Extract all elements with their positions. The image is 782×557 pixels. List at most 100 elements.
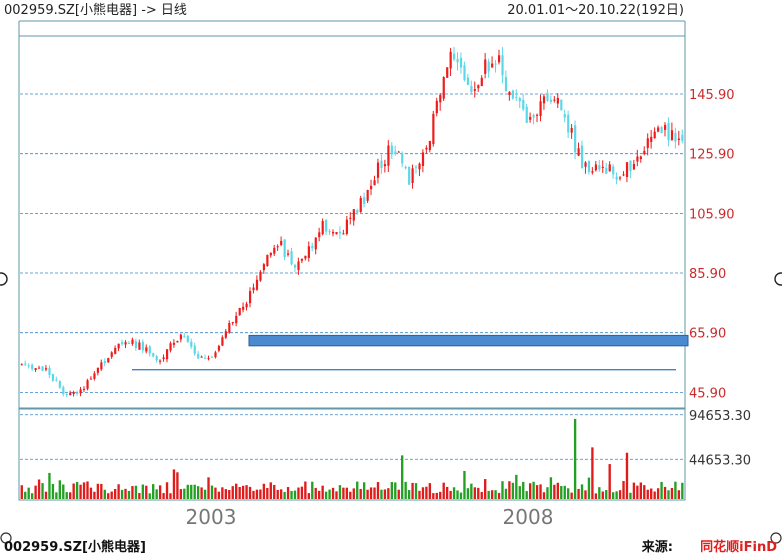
candle-body [231,322,234,324]
candle-body [159,360,162,362]
volume-bar [138,493,141,499]
candle-body [643,150,646,155]
candle-body [235,315,238,324]
volume-bar [352,488,355,499]
volume-bar [376,482,380,499]
volume-bar [532,481,535,499]
volume-bar [221,487,224,499]
volume-bar [356,481,359,499]
candle-body [570,128,573,133]
volume-bar [362,482,366,499]
candle-body [480,77,483,87]
volume-tick-label: 94653.30 [689,409,751,424]
candle-body [145,347,148,352]
volume-bar [127,490,131,499]
volume-bar [601,491,604,499]
bottom-right-handle[interactable] [770,532,782,544]
candle-body [376,162,380,178]
volume-bar [584,490,587,499]
candle-body [293,264,297,268]
candle-body [190,341,193,347]
candle-body [463,65,466,80]
volume-bar [245,485,248,499]
volume-bar [37,479,41,499]
price-tick-label: 85.90 [689,267,726,282]
volume-bar [286,487,290,499]
candle-body [470,85,473,92]
volume-bar [48,472,51,499]
volume-bar [238,487,241,499]
candle-body [639,156,642,160]
volume-bar [27,487,30,499]
candle-body [553,99,556,101]
candle-body [110,352,113,357]
volume-bar [328,489,331,499]
candle-body [318,232,321,238]
candle-body [121,342,124,345]
candle-body [601,166,604,168]
candle-body [432,113,435,145]
volume-bar [577,488,580,499]
volume-bar [445,486,449,499]
x-tick-label: 2003 [186,505,237,529]
candle-body [484,59,487,74]
candle-body [328,231,331,233]
price-tick-label: 45.90 [689,386,726,401]
candle-body [41,366,44,371]
candle-body [660,127,663,134]
candle-body [487,61,490,72]
volume-bar [349,491,352,499]
volume-bar [89,487,93,499]
candle-body [76,392,79,394]
left-scroll-handle[interactable] [0,272,8,286]
right-scroll-handle[interactable] [774,272,782,286]
candle-body [38,367,41,369]
volume-bar [300,486,304,499]
volume-bar [359,488,362,499]
volume-bar [342,487,345,499]
volume-bar [615,491,618,499]
candle-body [252,287,255,291]
volume-bar [207,477,210,499]
price-tick-label: 125.90 [689,148,735,163]
volume-bar [528,483,532,499]
candle-body [563,114,566,118]
candle-body [370,185,373,190]
candle-body [269,252,272,256]
candle-body [511,90,515,99]
candle-body [228,323,231,333]
volume-bar [480,491,483,499]
candle-body [608,164,611,172]
candle-body [55,379,58,381]
volume-bar [518,486,521,499]
candle-body [200,356,203,358]
bottom-left-handle[interactable] [0,532,12,544]
candle-body [114,347,117,354]
volume-bar [318,490,321,499]
volume-bar [660,481,663,499]
volume-bar [608,464,611,499]
candle-body [542,96,546,104]
candle-body [636,156,639,162]
volume-bar [477,487,480,499]
candle-body [72,392,75,395]
candle-body [387,145,390,166]
candle-body [152,353,155,357]
volume-bar [674,481,677,499]
candle-body [335,232,338,235]
volume-bar [172,469,176,499]
volume-bar [369,487,373,499]
volume-bar [93,491,96,499]
candle-body [321,221,324,235]
candle-body [657,127,660,132]
volume-bar [490,490,494,499]
candle-body [86,380,89,389]
candle-body [221,337,224,346]
candle-body [584,162,587,167]
price-tick-label: 145.90 [689,88,735,103]
volume-bar [148,493,151,499]
candle-body [20,364,23,366]
volume-bar [283,491,286,499]
volume-bar [656,488,660,499]
volume-bar [625,452,629,499]
